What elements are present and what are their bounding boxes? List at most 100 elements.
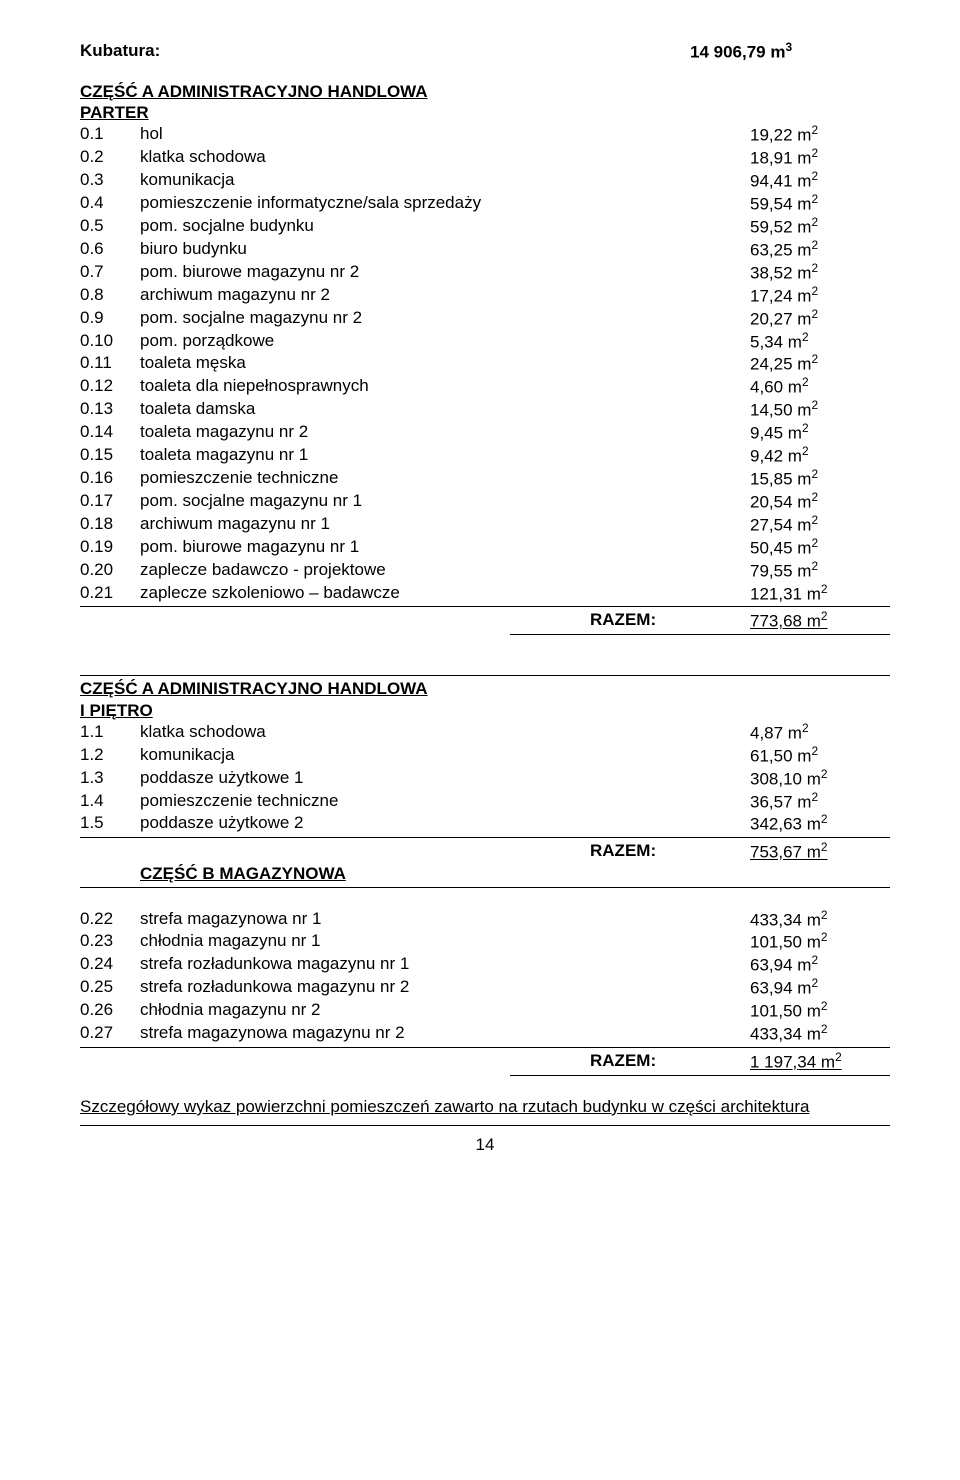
row-text: toaleta damska bbox=[140, 398, 750, 421]
row-text: klatka schodowa bbox=[140, 146, 750, 169]
table-row: 0.7pom. biurowe magazynu nr 238,52 m2 bbox=[80, 261, 890, 284]
row-num: 1.2 bbox=[80, 744, 140, 767]
row-num: 0.12 bbox=[80, 375, 140, 398]
row-val: 433,34 m2 bbox=[750, 1022, 890, 1045]
table-row: 0.17pom. socjalne magazynu nr 120,54 m2 bbox=[80, 490, 890, 513]
row-val: 15,85 m2 bbox=[750, 467, 890, 490]
row-text: toaleta magazynu nr 1 bbox=[140, 444, 750, 467]
row-val: 94,41 m2 bbox=[750, 169, 890, 192]
row-text: toaleta magazynu nr 2 bbox=[140, 421, 750, 444]
row-text: komunikacja bbox=[140, 169, 750, 192]
row-val: 59,54 m2 bbox=[750, 192, 890, 215]
table-row: 0.6biuro budynku63,25 m2 bbox=[80, 238, 890, 261]
table-row: 1.1klatka schodowa4,87 m2 bbox=[80, 721, 890, 744]
table-row: 0.21zaplecze szkoleniowo – badawcze121,3… bbox=[80, 582, 890, 605]
table-row: 0.22strefa magazynowa nr 1433,34 m2 bbox=[80, 908, 890, 931]
row-num: 1.5 bbox=[80, 812, 140, 835]
row-text: zaplecze badawczo - projektowe bbox=[140, 559, 750, 582]
divider bbox=[80, 675, 890, 676]
section-b-title: CZĘŚĆ B MAGAZYNOWA bbox=[140, 863, 750, 884]
row-num: 0.20 bbox=[80, 559, 140, 582]
row-text: pom. biurowe magazynu nr 1 bbox=[140, 536, 750, 559]
row-num: 0.8 bbox=[80, 284, 140, 307]
table-row: 0.25strefa rozładunkowa magazynu nr 263,… bbox=[80, 976, 890, 999]
table-row: 0.8archiwum magazynu nr 217,24 m2 bbox=[80, 284, 890, 307]
razem-label: RAZEM: bbox=[590, 609, 750, 632]
row-val: 433,34 m2 bbox=[750, 908, 890, 931]
row-text: pom. porządkowe bbox=[140, 330, 750, 353]
razem-label: RAZEM: bbox=[590, 840, 750, 863]
table-row: 1.3poddasze użytkowe 1308,10 m2 bbox=[80, 767, 890, 790]
row-val: 9,45 m2 bbox=[750, 421, 890, 444]
divider bbox=[510, 1075, 890, 1076]
row-num: 0.6 bbox=[80, 238, 140, 261]
razem-value: 1 197,34 m2 bbox=[750, 1050, 890, 1073]
table-row: 0.12toaleta dla niepełnosprawnych4,60 m2 bbox=[80, 375, 890, 398]
table-row: 0.5pom. socjalne budynku59,52 m2 bbox=[80, 215, 890, 238]
table-row: 0.10pom. porządkowe5,34 m2 bbox=[80, 330, 890, 353]
divider bbox=[80, 1047, 890, 1048]
row-val: 4,60 m2 bbox=[750, 375, 890, 398]
row-num: 0.3 bbox=[80, 169, 140, 192]
row-num: 0.26 bbox=[80, 999, 140, 1022]
row-num: 0.25 bbox=[80, 976, 140, 999]
table-row: 0.18archiwum magazynu nr 127,54 m2 bbox=[80, 513, 890, 536]
row-text: pom. biurowe magazynu nr 2 bbox=[140, 261, 750, 284]
row-num: 1.1 bbox=[80, 721, 140, 744]
row-num: 1.3 bbox=[80, 767, 140, 790]
row-num: 0.21 bbox=[80, 582, 140, 605]
row-num: 0.5 bbox=[80, 215, 140, 238]
row-val: 20,27 m2 bbox=[750, 307, 890, 330]
table-row: 0.14toaleta magazynu nr 29,45 m2 bbox=[80, 421, 890, 444]
row-text: strefa rozładunkowa magazynu nr 1 bbox=[140, 953, 750, 976]
row-num: 0.9 bbox=[80, 307, 140, 330]
table-row: 0.15toaleta magazynu nr 19,42 m2 bbox=[80, 444, 890, 467]
row-val: 63,25 m2 bbox=[750, 238, 890, 261]
row-num: 0.14 bbox=[80, 421, 140, 444]
table-row: 0.2klatka schodowa18,91 m2 bbox=[80, 146, 890, 169]
row-num: 0.23 bbox=[80, 930, 140, 953]
row-val: 17,24 m2 bbox=[750, 284, 890, 307]
table-row: 0.13toaleta damska14,50 m2 bbox=[80, 398, 890, 421]
row-text: archiwum magazynu nr 1 bbox=[140, 513, 750, 536]
row-val: 63,94 m2 bbox=[750, 976, 890, 999]
row-text: archiwum magazynu nr 2 bbox=[140, 284, 750, 307]
table-row: 0.1hol19,22 m2 bbox=[80, 123, 890, 146]
table-row: 1.2komunikacja61,50 m2 bbox=[80, 744, 890, 767]
razem-value: 753,67 m2 bbox=[750, 840, 890, 863]
divider bbox=[80, 1125, 890, 1126]
row-val: 101,50 m2 bbox=[750, 999, 890, 1022]
row-text: pom. socjalne magazynu nr 1 bbox=[140, 490, 750, 513]
row-num: 0.13 bbox=[80, 398, 140, 421]
row-num: 0.10 bbox=[80, 330, 140, 353]
row-num: 0.1 bbox=[80, 123, 140, 146]
table-row: 1.4pomieszczenie techniczne36,57 m2 bbox=[80, 790, 890, 813]
row-text: hol bbox=[140, 123, 750, 146]
divider bbox=[80, 887, 890, 888]
row-val: 63,94 m2 bbox=[750, 953, 890, 976]
row-val: 14,50 m2 bbox=[750, 398, 890, 421]
row-text: klatka schodowa bbox=[140, 721, 750, 744]
row-text: pomieszczenie techniczne bbox=[140, 467, 750, 490]
row-text: strefa magazynowa nr 1 bbox=[140, 908, 750, 931]
row-text: pomieszczenie techniczne bbox=[140, 790, 750, 813]
row-val: 5,34 m2 bbox=[750, 330, 890, 353]
table-row: 0.11toaleta męska24,25 m2 bbox=[80, 352, 890, 375]
row-val: 38,52 m2 bbox=[750, 261, 890, 284]
row-text: zaplecze szkoleniowo – badawcze bbox=[140, 582, 750, 605]
row-num: 1.4 bbox=[80, 790, 140, 813]
row-val: 18,91 m2 bbox=[750, 146, 890, 169]
table-row: 0.20zaplecze badawczo - projektowe79,55 … bbox=[80, 559, 890, 582]
section-a-title: CZĘŚĆ A ADMINISTRACYJNO HANDLOWA bbox=[80, 81, 890, 102]
row-num: 0.15 bbox=[80, 444, 140, 467]
table-row: 0.19pom. biurowe magazynu nr 150,45 m2 bbox=[80, 536, 890, 559]
table-row: 0.26chłodnia magazynu nr 2101,50 m2 bbox=[80, 999, 890, 1022]
row-text: pom. socjalne magazynu nr 2 bbox=[140, 307, 750, 330]
page-number: 14 bbox=[80, 1134, 890, 1155]
row-num: 0.24 bbox=[80, 953, 140, 976]
row-num: 0.27 bbox=[80, 1022, 140, 1045]
row-text: toaleta dla niepełnosprawnych bbox=[140, 375, 750, 398]
row-num: 0.2 bbox=[80, 146, 140, 169]
row-val: 342,63 m2 bbox=[750, 812, 890, 835]
razem-label: RAZEM: bbox=[590, 1050, 750, 1073]
